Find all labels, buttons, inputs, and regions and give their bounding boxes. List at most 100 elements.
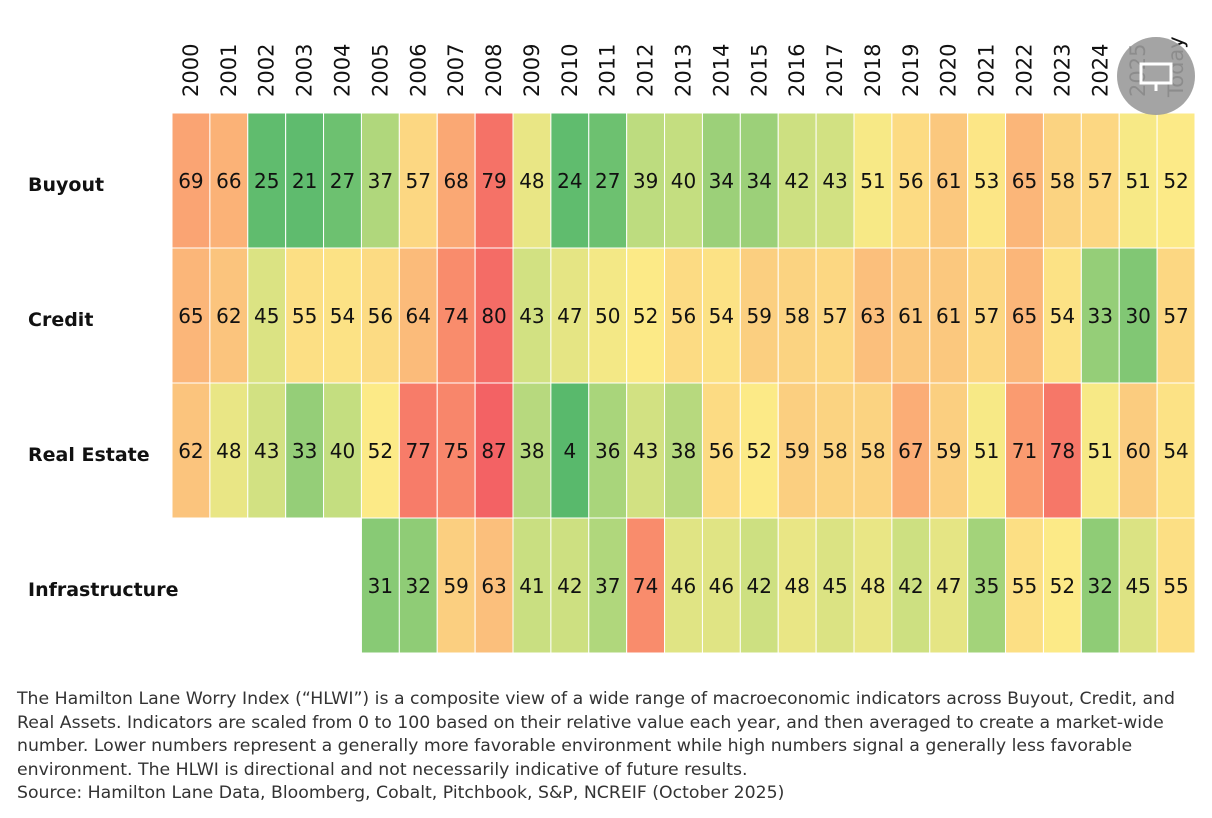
cell-value: 42: [784, 169, 809, 193]
heat-cell: [1118, 112, 1158, 249]
column-label: 2001: [217, 44, 241, 97]
column-label: 2024: [1088, 44, 1112, 97]
heat-cell: [1042, 517, 1082, 654]
cell-value: 42: [747, 574, 772, 598]
cell-value: 62: [216, 304, 241, 328]
heat-cell: [1042, 112, 1082, 249]
heat-cell: [1005, 382, 1044, 519]
cell-value: 4: [563, 439, 576, 463]
heat-cell: [739, 247, 779, 384]
heat-cell: [285, 112, 325, 249]
cell-value: 48: [519, 169, 544, 193]
row-label: Buyout: [28, 174, 104, 196]
cell-value: 87: [481, 439, 506, 463]
heat-cell: [815, 112, 855, 249]
cell-value: 45: [1125, 574, 1150, 598]
cell-value: 65: [1012, 304, 1037, 328]
cell-value: 77: [406, 439, 431, 463]
cell-value: 31: [368, 574, 393, 598]
cell-value: 58: [860, 439, 885, 463]
heat-cell: [891, 382, 931, 519]
cell-value: 40: [671, 169, 696, 193]
cell-value: 57: [1163, 304, 1188, 328]
cell-value: 58: [822, 439, 847, 463]
heat-cell: [247, 247, 287, 384]
heat-cell: [929, 517, 969, 654]
cell-value: 57: [406, 169, 431, 193]
row-label: Credit: [28, 309, 93, 331]
cell-value: 67: [898, 439, 923, 463]
cell-value: 59: [747, 304, 772, 328]
heat-cell: [777, 382, 817, 519]
cell-value: 66: [216, 169, 241, 193]
cell-value: 63: [481, 574, 506, 598]
cell-value: 47: [557, 304, 582, 328]
column-label: 2021: [975, 44, 999, 97]
column-label: 2009: [520, 44, 544, 97]
heat-cell: [701, 517, 741, 654]
cell-value: 80: [481, 304, 506, 328]
heat-cell: [436, 517, 476, 654]
heat-cell: [474, 382, 514, 519]
cell-value: 48: [784, 574, 809, 598]
cell-value: 59: [443, 574, 468, 598]
cell-value: 27: [595, 169, 620, 193]
column-label: 2012: [634, 44, 658, 97]
cell-value: 61: [936, 169, 961, 193]
heat-cell: [1118, 247, 1158, 384]
cell-value: 46: [709, 574, 734, 598]
cell-value: 74: [443, 304, 468, 328]
icon-circle: [1117, 37, 1195, 115]
cell-value: 54: [709, 304, 734, 328]
cell-value: 51: [1125, 169, 1150, 193]
cell-value: 56: [368, 304, 393, 328]
column-label: 2008: [482, 44, 506, 97]
heat-cell: [436, 382, 476, 519]
cell-value: 54: [1050, 304, 1075, 328]
cell-value: 52: [633, 304, 658, 328]
cell-value: 61: [898, 304, 923, 328]
column-label: 2013: [672, 44, 696, 97]
cell-value: 45: [254, 304, 279, 328]
column-label: 2004: [331, 44, 355, 97]
cell-value: 58: [1050, 169, 1075, 193]
cell-value: 52: [1163, 169, 1188, 193]
cell-value: 55: [1012, 574, 1037, 598]
heat-cell: [398, 382, 438, 519]
heat-cell: [1156, 517, 1196, 654]
cell-value: 43: [519, 304, 544, 328]
cell-value: 41: [519, 574, 544, 598]
cell-value: 78: [1050, 439, 1075, 463]
cell-value: 57: [822, 304, 847, 328]
cell-value: 69: [178, 169, 203, 193]
cell-value: 40: [330, 439, 355, 463]
cell-value: 59: [936, 439, 961, 463]
cell-value: 68: [443, 169, 468, 193]
cell-value: 50: [595, 304, 620, 328]
cell-value: 30: [1125, 304, 1150, 328]
cell-value: 63: [860, 304, 885, 328]
heat-cell: [512, 382, 552, 519]
column-label: 2022: [1013, 44, 1037, 97]
cell-value: 43: [254, 439, 279, 463]
cell-value: 65: [178, 304, 203, 328]
cell-value: 38: [671, 439, 696, 463]
cell-value: 61: [936, 304, 961, 328]
footnote: The Hamilton Lane Worry Index (“HLWI”) i…: [17, 688, 1209, 806]
cell-value: 39: [633, 169, 658, 193]
heat-cell: [967, 247, 1007, 384]
cell-value: 34: [709, 169, 734, 193]
heat-cell: [285, 247, 325, 384]
heat-cell: [1156, 247, 1196, 384]
cell-value: 37: [595, 574, 620, 598]
heat-cell: [512, 247, 552, 384]
heat-cell: [664, 247, 703, 384]
cell-value: 58: [784, 304, 809, 328]
column-label: 2007: [444, 44, 468, 97]
cell-value: 57: [1088, 169, 1113, 193]
heat-cell: [247, 382, 287, 519]
heat-cell: [588, 517, 628, 654]
cell-value: 51: [974, 439, 999, 463]
cell-value: 42: [557, 574, 582, 598]
